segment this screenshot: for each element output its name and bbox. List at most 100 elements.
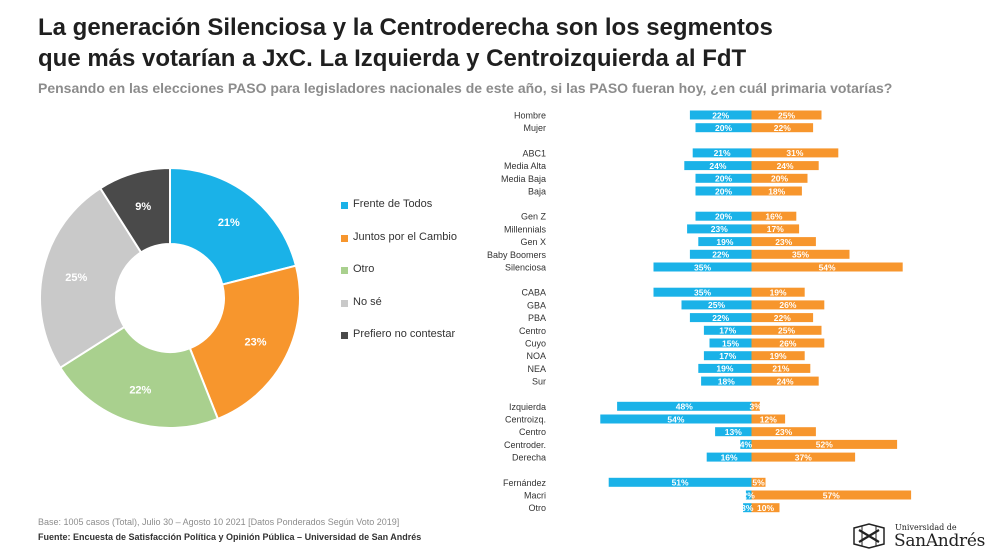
bar-frente	[740, 439, 752, 449]
bar-frente	[698, 237, 752, 247]
bar-frente-value: 22%	[712, 250, 729, 260]
bar-frente	[692, 148, 752, 158]
legend-item: Prefiero no contestar	[341, 328, 501, 361]
bar-category-label: Hombre	[514, 111, 546, 121]
bar-juntos-value: 22%	[774, 123, 791, 133]
bar-category-label: Fernández	[503, 478, 547, 488]
legend: Frente de Todos Juntos por el Cambio Otro N…	[341, 198, 501, 361]
bar-frente	[745, 490, 752, 500]
bar-frente-value: 48%	[676, 402, 693, 412]
bar-frente-value: 13%	[725, 427, 742, 437]
bar-category-label: PBA	[528, 313, 546, 323]
legend-label: No sé	[353, 295, 382, 308]
bar-frente	[743, 503, 752, 513]
legend-swatch	[341, 267, 348, 274]
bar-category-label: Silenciosa	[505, 263, 546, 273]
bar-frente	[689, 313, 752, 323]
bar-juntos	[751, 300, 825, 310]
legend-item: No sé	[341, 296, 501, 329]
bar-category-label: Centro	[519, 326, 546, 336]
legend-swatch	[341, 299, 348, 307]
bar-juntos	[751, 313, 814, 323]
pie-slice-label: 22%	[129, 384, 151, 396]
bar-juntos	[751, 211, 797, 221]
bar-frente-value: 35%	[694, 262, 711, 272]
bar-juntos-value: 5%	[752, 478, 765, 488]
pie-slice	[188, 264, 301, 421]
bar-juntos-value: 20%	[771, 174, 788, 184]
bar-juntos	[751, 123, 814, 133]
bar-frente-value: 21%	[714, 148, 731, 158]
bar-juntos-value: 26%	[779, 300, 796, 310]
bar-category-label: Macri	[524, 491, 546, 501]
bar-juntos	[751, 414, 786, 424]
bar-juntos-value: 18%	[768, 186, 785, 196]
bar-juntos-value: 12%	[760, 414, 777, 424]
bar-frente-value: 16%	[721, 452, 738, 462]
bar-category-label: Centroizq.	[505, 415, 546, 425]
bar-juntos	[751, 110, 822, 120]
legend-label: Otro	[353, 263, 375, 275]
bar-category-label: GBA	[527, 300, 546, 310]
bar-frente-value: 22%	[712, 313, 729, 323]
bar-category-label: Millennials	[504, 224, 547, 234]
bar-juntos-value: 21%	[772, 364, 789, 374]
bar-juntos-value: 25%	[778, 110, 795, 120]
bar-category-label: Media Alta	[504, 161, 546, 171]
bar-frente-value: 17%	[719, 326, 736, 336]
bar-juntos	[751, 452, 856, 462]
bar-juntos-value: 57%	[823, 490, 840, 500]
bar-category-label: Gen X	[520, 237, 546, 247]
footer-source: Fuente: Encuesta de Satisfacción Polític…	[38, 532, 422, 542]
pie-slice-label: 25%	[65, 272, 87, 284]
bar-juntos	[751, 287, 805, 297]
legend-item: Frente de Todos	[341, 198, 501, 231]
bar-frente-value: 35%	[694, 288, 711, 298]
bar-category-label: Otro	[528, 503, 546, 513]
bar-category-label: Centro	[519, 427, 546, 437]
bar-frente	[608, 477, 752, 487]
chart-title-line-1: La generación Silenciosa y la Centrodere…	[38, 14, 773, 41]
bar-frente	[695, 173, 752, 183]
bar-juntos	[751, 439, 898, 449]
bar-frente	[698, 363, 752, 373]
bar-juntos	[751, 376, 819, 386]
bar-juntos-value: 25%	[778, 326, 795, 336]
bar-juntos-value: 31%	[786, 148, 803, 158]
bar-juntos-value: 19%	[770, 351, 787, 361]
bar-category-label: Cuyo	[525, 339, 546, 349]
university-logo: Universidad de SanAndrés	[851, 521, 991, 551]
bar-juntos	[751, 490, 912, 500]
bar-juntos	[751, 503, 780, 513]
pie-slice	[169, 166, 298, 286]
bar-juntos-value: 54%	[819, 262, 836, 272]
bar-juntos-value: 52%	[816, 440, 833, 450]
bar-juntos-value: 23%	[775, 237, 792, 247]
bar-juntos	[751, 186, 802, 196]
bar-juntos-value: 10%	[757, 503, 774, 513]
bar-juntos	[751, 427, 816, 437]
legend-item: Otro	[341, 263, 501, 296]
bar-juntos	[751, 477, 766, 487]
bar-juntos	[751, 363, 811, 373]
donut-chart: 21% 23% 22% 25% 9%	[39, 166, 301, 429]
bar-juntos-value: 22%	[774, 313, 791, 323]
legend-label: Juntos por el Cambio	[353, 230, 457, 243]
bar-frente	[701, 376, 752, 386]
legend-swatch	[341, 332, 348, 339]
bar-juntos-value: 19%	[770, 288, 787, 298]
bar-frente-value: 24%	[709, 161, 726, 171]
bar-juntos-value: 24%	[777, 161, 794, 171]
legend-swatch	[341, 234, 348, 242]
bar-juntos	[751, 351, 805, 361]
bar-juntos-value: 26%	[779, 338, 796, 348]
bar-category-label: ABC1	[522, 148, 546, 158]
bar-category-label: Gen Z	[521, 212, 547, 222]
bar-juntos	[751, 325, 822, 335]
crest-icon	[853, 523, 885, 549]
legend-item: Juntos por el Cambio	[341, 231, 501, 264]
bar-frente	[689, 110, 752, 120]
bar-category-label: Izquierda	[509, 402, 546, 412]
bar-frente	[600, 414, 752, 424]
